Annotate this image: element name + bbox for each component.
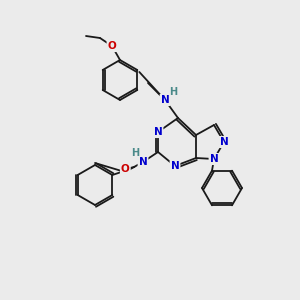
Text: N: N (171, 161, 179, 171)
Text: N: N (160, 95, 169, 105)
Text: H: H (131, 148, 139, 158)
Text: H: H (169, 87, 177, 97)
Text: N: N (220, 137, 228, 147)
Text: O: O (108, 41, 116, 51)
Text: N: N (210, 154, 218, 164)
Text: N: N (154, 127, 162, 137)
Text: O: O (121, 164, 130, 174)
Text: N: N (139, 157, 147, 167)
